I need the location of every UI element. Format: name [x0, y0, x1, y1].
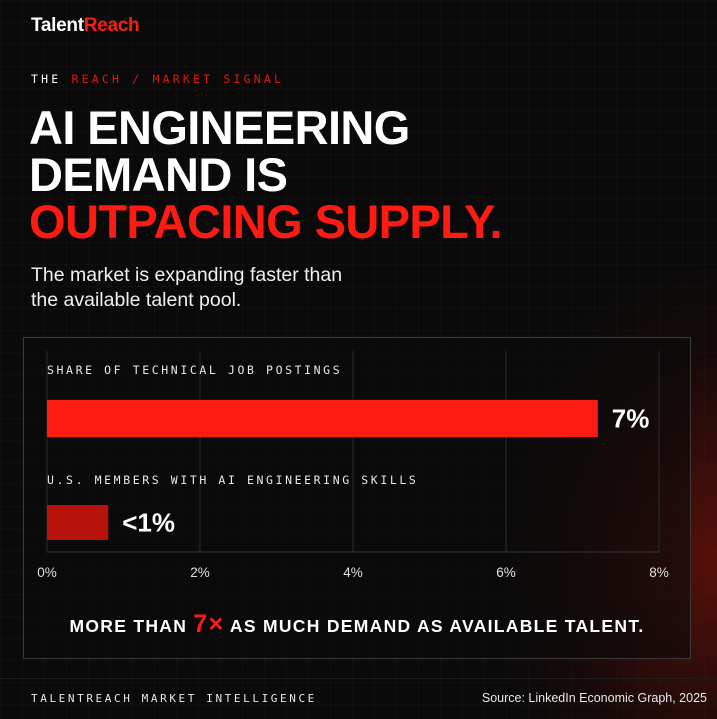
subheadline-line2: the available talent pool.: [31, 289, 242, 311]
headline-line2: DEMAND IS: [29, 148, 288, 201]
x-axis-ticks: 0% 2% 4% 6% 8%: [37, 565, 669, 580]
kicker: THE REACH / MARKET SIGNAL: [31, 72, 284, 86]
headline-line1: AI ENGINEERING: [29, 101, 410, 154]
x-tick-label-1: 2%: [190, 565, 210, 580]
kicker-prefix: THE: [31, 72, 72, 86]
headline-line3: OUTPACING SUPPLY.: [29, 195, 503, 248]
footer-divider: [0, 678, 717, 679]
brand-logo-part2: Reach: [83, 15, 140, 36]
bar-job-postings: [47, 400, 598, 437]
kicker-label: REACH / MARKET SIGNAL: [71, 72, 285, 86]
footer-brand: TALENTREACH MARKET INTELLIGENCE: [31, 692, 317, 705]
chart-annotation: MORE THAN 7× AS MUCH DEMAND AS AVAILABLE…: [69, 610, 644, 638]
annotation-suffix: AS MUCH DEMAND AS AVAILABLE TALENT.: [224, 616, 644, 636]
annotation-prefix: MORE THAN: [69, 616, 193, 636]
chart-panel: [23, 337, 691, 659]
x-tick-label-3: 6%: [496, 565, 516, 580]
x-tick-label-0: 0%: [37, 565, 57, 580]
bar-ai-skills: [47, 505, 109, 540]
subheadline: The market is expanding faster than the …: [31, 263, 342, 313]
category-label-ai-skills: U.S. MEMBERS WITH AI ENGINEERING SKILLS: [47, 473, 418, 487]
headline: AI ENGINEERING DEMAND IS OUTPACING SUPPL…: [29, 101, 503, 248]
footer-source: Source: LinkedIn Economic Graph, 2025: [481, 691, 707, 705]
x-tick-label-2: 4%: [343, 565, 363, 580]
category-label-job-postings: SHARE OF TECHNICAL JOB POSTINGS: [47, 363, 342, 377]
value-label-job-postings: 7%: [612, 404, 650, 434]
subheadline-line1: The market is expanding faster than: [31, 264, 343, 286]
bar-chart: SHARE OF TECHNICAL JOB POSTINGS 7% U.S. …: [37, 351, 669, 638]
value-label-ai-skills: <1%: [122, 508, 175, 538]
brand-logo-part1: Talent: [31, 15, 84, 36]
brand-logo: TalentReach: [31, 15, 140, 37]
x-tick-label-4: 8%: [649, 565, 669, 580]
annotation-highlight: 7×: [193, 610, 224, 638]
